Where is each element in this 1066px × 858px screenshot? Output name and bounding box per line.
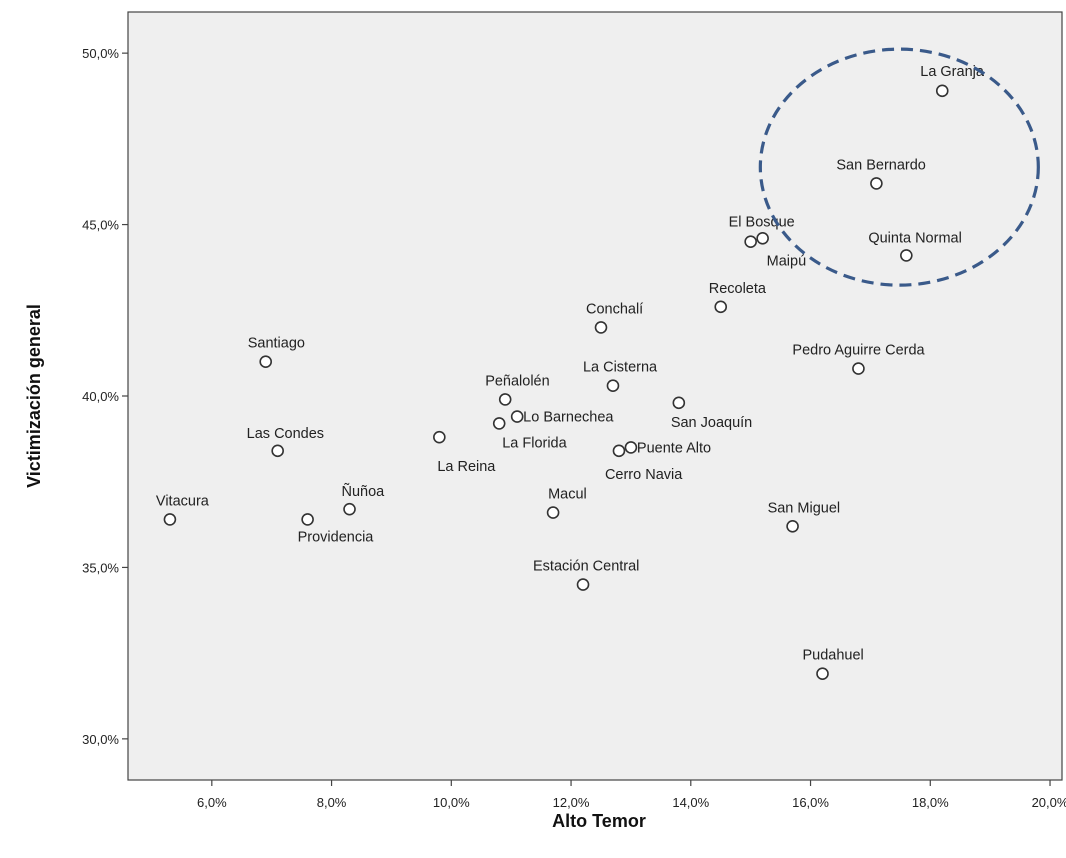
point-san-joaquin [672, 396, 686, 410]
label-maipu: Maipú [767, 254, 807, 270]
label-vitacura: Vitacura [156, 493, 210, 509]
point-recoleta [714, 300, 728, 314]
label-santiago: Santiago [248, 336, 305, 352]
plot-area [127, 11, 1063, 781]
x-tick-label: 12,0% [553, 795, 590, 810]
label-macul: Macul [548, 487, 587, 503]
x-tick-label: 20,0% [1032, 795, 1066, 810]
y-tick-label: 40,0% [82, 389, 119, 404]
x-tick-label: 6,0% [197, 795, 227, 810]
y-axis-title: Victimización general [24, 304, 44, 488]
point-puente-alto [624, 441, 638, 454]
y-tick-label: 35,0% [82, 560, 119, 575]
point-el-bosque [756, 231, 769, 245]
label-conchali: Conchalí [586, 301, 643, 317]
point-estacion-central [576, 578, 590, 591]
point-la-granja [935, 84, 949, 98]
point-la-cisterna [606, 379, 620, 393]
x-axis-title: Alto Temor [552, 811, 646, 831]
point-providencia [301, 513, 314, 526]
point-macul [546, 506, 560, 519]
label-lo-barnechea: Lo Barnechea [523, 410, 614, 426]
label-cerro-navia: Cerro Navia [605, 467, 683, 483]
point-nunoa [343, 502, 356, 516]
x-axis: 6,0% 8,0% 10,0% 12,0% 14,0% 16,0% 18,0% 20,0% [197, 780, 1066, 810]
point-labels: La Granja San Bernardo Quinta Normal El Bos… [156, 64, 985, 664]
point-cerro-navia [612, 444, 626, 458]
label-quinta-normal: Quinta Normal [868, 230, 961, 246]
label-la-granja: La Granja [920, 64, 985, 80]
point-quinta-normal [900, 249, 913, 262]
point-conchali [594, 321, 608, 334]
y-tick-label: 45,0% [82, 218, 119, 233]
label-nunoa: Ñuñoa [342, 483, 386, 500]
point-la-florida [492, 417, 506, 430]
x-tick-label: 14,0% [672, 795, 709, 810]
label-penalolen: Peñalolén [485, 373, 550, 389]
point-lo-barnechea [510, 410, 524, 423]
label-recoleta: Recoleta [709, 281, 767, 297]
label-estacion-central: Estación Central [533, 559, 639, 575]
point-las-condes [271, 444, 284, 458]
label-san-joaquin: San Joaquín [671, 415, 752, 431]
label-san-bernardo: San Bernardo [836, 157, 925, 173]
point-san-bernardo [870, 177, 883, 190]
label-pedro-aguirre-cerda: Pedro Aguirre Cerda [792, 343, 925, 359]
point-santiago [259, 355, 273, 369]
point-la-reina [433, 430, 446, 444]
point-pudahuel [816, 667, 829, 681]
label-pudahuel: Pudahuel [803, 648, 864, 664]
label-puente-alto: Puente Alto [637, 440, 711, 456]
y-tick-label: 30,0% [82, 732, 119, 747]
label-la-florida: La Florida [502, 435, 567, 451]
x-tick-label: 10,0% [433, 795, 470, 810]
point-penalolen [498, 393, 512, 406]
label-providencia: Providencia [298, 529, 375, 545]
point-vitacura [163, 513, 177, 526]
label-la-reina: La Reina [437, 459, 496, 475]
point-san-miguel [786, 519, 799, 533]
y-axis: 30,0% 35,0% 40,0% 45,0% 50,0% [82, 46, 128, 747]
x-tick-label: 8,0% [317, 795, 347, 810]
x-tick-label: 16,0% [792, 795, 829, 810]
x-tick-label: 18,0% [912, 795, 949, 810]
label-el-bosque: El Bosque [729, 214, 795, 230]
label-las-condes: Las Condes [247, 426, 324, 442]
point-pedro-aguirre-cerda [852, 362, 865, 375]
highlight-ellipse [758, 47, 1040, 287]
y-tick-label: 50,0% [82, 46, 119, 61]
label-san-miguel: San Miguel [768, 500, 841, 516]
point-maipu [744, 235, 757, 249]
data-points [163, 84, 949, 681]
label-la-cisterna: La Cisterna [583, 360, 658, 376]
